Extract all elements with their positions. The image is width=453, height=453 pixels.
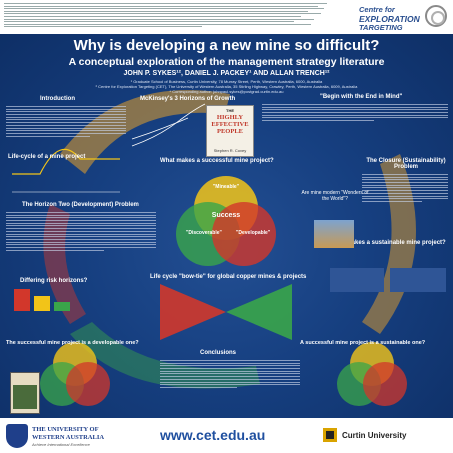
swirl-arrow-bottom	[70, 322, 260, 389]
sustainable-block-2	[390, 268, 446, 292]
conclusions-text	[160, 360, 300, 390]
logo-line1: Centre for	[359, 5, 395, 14]
heading-sustainable-question: A successful mine project is a sustainab…	[300, 340, 426, 346]
cet-logo: Centre for EXPLORATION TARGETING	[355, 2, 451, 32]
heading-bowtie: Life cycle "bow-tie" for global copper m…	[150, 274, 307, 280]
heading-introduction: Introduction	[40, 96, 75, 102]
poster-subtitle: A conceptual exploration of the manageme…	[68, 56, 385, 68]
poster-title: Why is developing a new mine so difficul…	[73, 37, 380, 54]
logo-line2: EXPLORATION	[359, 14, 420, 24]
poster-body: Why is developing a new mine so difficul…	[0, 34, 453, 418]
closure-text	[362, 174, 448, 204]
venn-label-discoverable: "Discoverable"	[186, 230, 222, 236]
sus-venn-red	[363, 362, 407, 406]
venn-label-mineable: "Mineable"	[212, 184, 240, 190]
heading-conclusions: Conclusions	[200, 350, 237, 356]
heading-sustainable: What makes a sustainable mine project?	[330, 240, 446, 246]
horizons-curve-2	[131, 117, 189, 140]
logo-line3: TARGETING	[359, 23, 403, 32]
affiliation-1: ¹ Graduate School of Business, Curtin Un…	[130, 79, 323, 84]
venn-circle-developable	[212, 202, 276, 266]
wonders-label: Are mine modern "Wonders of the World"?	[301, 190, 369, 202]
risk-bar-3	[54, 302, 70, 311]
risk-bar-2	[34, 296, 50, 311]
covey-book-cover: THE HIGHLY EFFECTIVE PEOPLE Stephen R. C…	[206, 105, 254, 157]
risk-bar-1	[14, 289, 30, 311]
bowtie-left	[160, 284, 226, 340]
introduction-text	[6, 106, 126, 138]
heading-risk: Differing risk horizons?	[20, 278, 88, 284]
curtin-logo-icon	[323, 428, 337, 442]
heading-horizons: McKinsey's 3 Horizons of Growth	[140, 96, 236, 102]
begin-end-text	[262, 104, 448, 123]
venn-label-success: Success	[211, 212, 241, 219]
uwa-name-line2: WESTERN AUSTRALIA	[32, 434, 105, 441]
horizon-two-text	[6, 212, 156, 252]
target-icon	[425, 5, 447, 27]
authors: JOHN P. SYKES¹², DANIEL J. PACKEY¹ AND A…	[123, 70, 330, 77]
book-title: HIGHLY EFFECTIVE PEOPLE	[211, 114, 249, 135]
lifecycle-curve	[12, 148, 120, 175]
corresponding-author: * Corresponding author: johnpaul.sykes@p…	[169, 89, 284, 94]
dev-venn-red	[66, 362, 110, 406]
footer: THE UNIVERSITY OF WESTERN AUSTRALIA Achi…	[0, 418, 453, 453]
heading-successful: What makes a successful mine project?	[160, 158, 274, 164]
heading-closure: The Closure (Sustainability) Problem	[366, 158, 446, 170]
top-banner: Centre for EXPLORATION TARGETING	[0, 0, 453, 34]
uwa-name-line1: THE UNIVERSITY OF	[32, 426, 99, 433]
book-author: Stephen R. Covey	[213, 148, 247, 153]
book-top: THE	[226, 108, 234, 113]
heading-developable-question: The successful mine project is a develop…	[6, 340, 139, 346]
heading-lifecycle: Life-cycle of a mine project	[8, 154, 86, 160]
pyramid-image	[314, 220, 354, 248]
references-text	[4, 3, 334, 31]
bowtie-right	[226, 284, 292, 340]
cet-website-link[interactable]: www.cet.edu.au	[160, 427, 266, 443]
sustainable-block-1	[330, 268, 384, 292]
uwa-crest-icon	[6, 424, 28, 448]
swirl-arrow-top	[60, 90, 230, 174]
fraser-book-cover	[10, 372, 40, 414]
curtin-name: Curtin University	[342, 431, 407, 440]
heading-horizon-two: The Horizon Two (Development) Problem	[22, 202, 139, 208]
uwa-tagline: Achieve International Excellence	[32, 442, 90, 447]
heading-begin-end: "Begin with the End in Mind"	[320, 94, 403, 100]
horizons-curve	[131, 103, 206, 147]
affiliation-2: ² Centre for Exploration Targeting (CET)…	[95, 84, 358, 89]
venn-label-developable: "Developable"	[236, 230, 271, 236]
